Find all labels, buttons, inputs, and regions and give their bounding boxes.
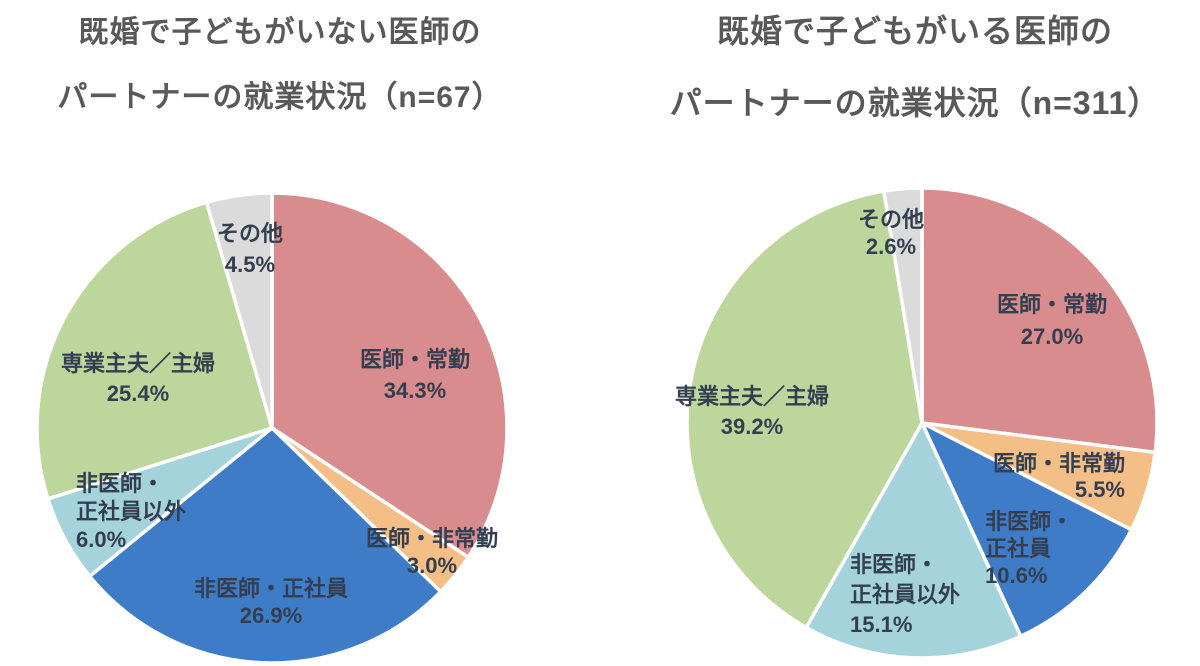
slice-label-line: 34.3% [384,378,446,403]
slice-label-line: 正社員以外 [76,499,186,524]
chart-title-line2: パートナーの就業状況（n=67） [57,81,503,114]
slice-label-line: 専業主夫／主婦 [675,384,829,409]
slice-label-line: 25.4% [107,381,169,406]
slice-label-line: 非医師・ [850,552,938,577]
pie-slice-4 [35,200,274,501]
slice-label-line: 医師・常勤 [997,292,1107,317]
slice-label-line: 正社員 [985,536,1051,561]
chart-title-line1: 既婚で子どもがいない医師の [78,16,482,49]
slice-label-line: 3.0% [407,553,457,578]
slice-label-line: 2.6% [866,234,916,259]
slice-label-line: 4.5% [225,252,275,277]
pie-slice-5 [882,186,924,425]
slice-label-line: 6.0% [76,527,126,552]
pie-chart-married-no-children: 既婚で子どもがいない医師の パートナーの就業状況（n=67） 医師・常勤 34.3… [0,0,560,666]
slice-label-line: 医師・非常勤 [366,526,498,551]
slice-label-line: 専業主夫／主婦 [61,351,215,376]
slice-label-line: 正社員以外 [850,582,960,607]
pie-chart-married-with-children: 既婚で子どもがいる医師の パートナーの就業状況（n=311） 医師・常勤 27.0… [630,0,1200,666]
pie-slice-5 [204,191,274,430]
pie-slice-2 [87,426,443,665]
slice-label-line: その他 [217,221,283,246]
pie-svg-married-with-children: 医師・常勤27.0%医師・非常勤5.5%非医師・正社員10.6%非医師・正社員以… [675,186,1159,660]
slice-label-line: 15.1% [850,612,912,637]
slice-label-line: 医師・非常勤 [993,451,1125,476]
slice-label-line: 27.0% [1021,324,1083,349]
slice-label-line: 非医師・正社員 [194,576,348,601]
slice-label-line: その他 [858,207,924,232]
slice-label-line: 39.2% [721,414,783,439]
pie-slice-0 [920,186,1159,455]
chart-title-line2: パートナーの就業状況（n=311） [669,85,1161,121]
slice-label-line: 医師・常勤 [360,347,470,372]
slice-label-line: 5.5% [1075,477,1125,502]
pie-slice-4 [685,189,924,630]
pie-slice-2 [920,421,1134,639]
pie-slice-3 [804,421,1023,660]
chart-title-line1: 既婚で子どもがいる医師の [716,13,1113,49]
slice-label-line: 10.6% [985,563,1047,588]
slice-label-line: 非医師・ [76,471,164,496]
slice-label-line: 26.9% [240,603,302,628]
slice-label-line: 非医師・ [985,509,1073,534]
